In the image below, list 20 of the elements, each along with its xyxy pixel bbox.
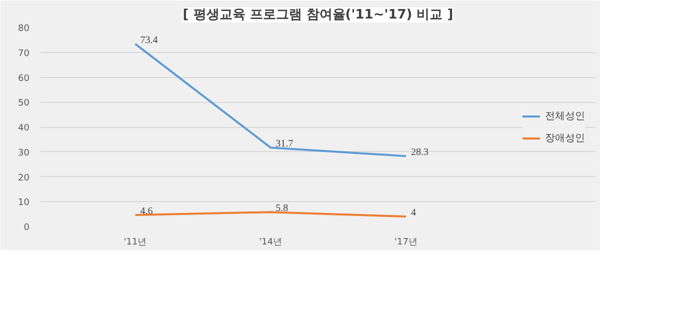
y-tick-label: 20 xyxy=(18,173,30,184)
y-tick-label: 40 xyxy=(18,124,30,134)
y-tick-label: 60 xyxy=(18,74,30,84)
y-tick-label: 10 xyxy=(18,198,30,208)
x-tick-label: '11년 xyxy=(124,238,147,248)
data-label: 5.8 xyxy=(276,203,288,214)
y-tick-label: 30 xyxy=(18,148,30,158)
x-tick-label: '17년 xyxy=(394,238,418,248)
chart-title: [ 평생교육 프로그램 참여율('11~'17) 비교 ] xyxy=(182,8,454,22)
data-label: 28.3 xyxy=(410,147,428,158)
data-label: 73.4 xyxy=(140,34,158,46)
legend-label: 전체성인 xyxy=(545,110,585,122)
x-tick-label: '14년 xyxy=(259,238,282,248)
legend-label: 장애성인 xyxy=(545,132,585,144)
y-tick-label: 0 xyxy=(24,223,30,233)
data-label: 31.7 xyxy=(276,138,294,150)
y-tick-label: 50 xyxy=(18,98,30,109)
y-tick-label: 70 xyxy=(18,48,30,59)
y-tick-label: 80 xyxy=(18,24,30,34)
data-label: 4 xyxy=(410,208,416,219)
